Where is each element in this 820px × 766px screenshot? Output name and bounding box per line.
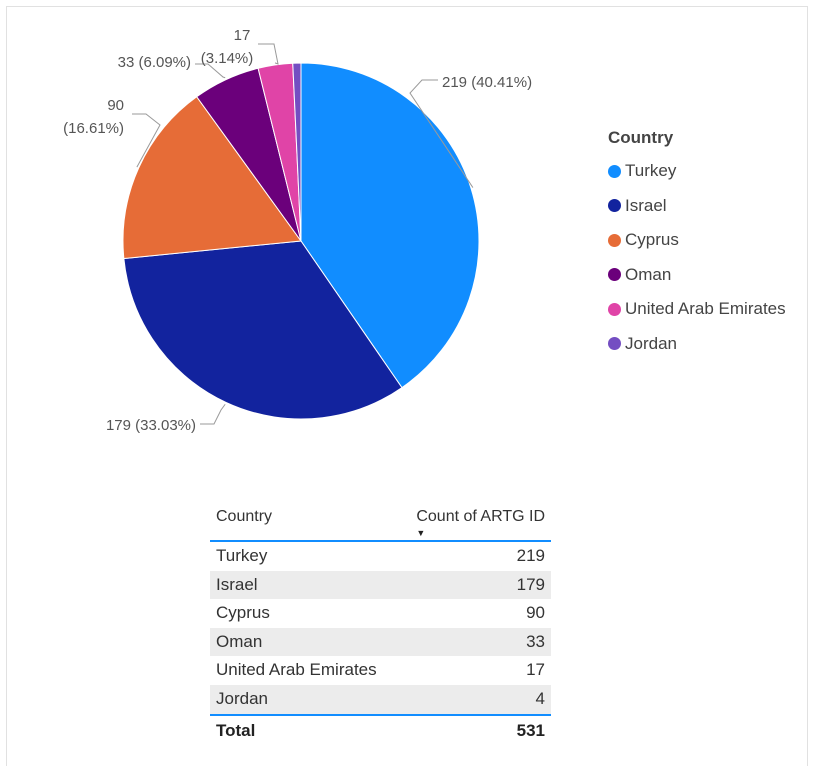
data-table: Country Count of ARTG ID ▼ Turkey 219 Isra… — [210, 505, 551, 746]
legend: Country Turkey Israel Cyprus Oman United Ara… — [608, 128, 786, 361]
data-label: (3.14%) — [201, 50, 254, 67]
legend-swatch-icon — [608, 268, 621, 282]
column-header-count[interactable]: Count of ARTG ID ▼ — [416, 505, 545, 538]
table-cell-count: 219 — [516, 546, 545, 565]
data-label: 90 — [107, 97, 124, 114]
column-header-count-label: Count of ARTG ID — [416, 508, 545, 525]
legend-label: Israel — [625, 195, 667, 215]
table-row[interactable]: Oman 33 — [210, 627, 551, 657]
pie-chart[interactable]: 219 (40.41%) 179 (33.03%) 90 (16.61%) 33 (6.… — [0, 0, 820, 470]
legend-label: Turkey — [625, 161, 677, 181]
table-row[interactable]: United Arab Emirates 17 — [210, 656, 551, 685]
total-label: Total — [216, 720, 256, 740]
table-cell-country: Israel — [216, 574, 258, 594]
pie-slice-turkey[interactable] — [300, 62, 480, 389]
data-label: 219 (40.41%) — [442, 74, 532, 91]
pie-slice-israel[interactable] — [123, 240, 403, 420]
table-row[interactable]: Cyprus 90 — [210, 599, 551, 628]
table-row[interactable]: Turkey 219 — [210, 542, 551, 571]
table-cell-count: 179 — [516, 574, 545, 594]
table-cell-country: Turkey — [216, 546, 268, 565]
table-cell-country: United Arab Emirates — [216, 660, 377, 680]
legend-item[interactable]: Cyprus — [608, 223, 786, 258]
pie-slice-jordan[interactable] — [292, 62, 302, 242]
table-cell-country: Cyprus — [216, 603, 270, 623]
legend-label: Oman — [625, 264, 672, 284]
legend-label: Cyprus — [625, 230, 679, 250]
legend-swatch-icon — [608, 302, 621, 316]
legend-item[interactable]: Oman — [608, 258, 786, 293]
legend-swatch-icon — [608, 199, 621, 213]
table-cell-country: Jordan — [216, 688, 268, 708]
legend-swatch-icon — [608, 337, 621, 351]
table-row[interactable]: Jordan 4 — [210, 684, 551, 714]
table-cell-count: 4 — [535, 688, 545, 708]
sort-descending-icon: ▼ — [416, 528, 426, 538]
leader-line — [200, 403, 226, 425]
data-label: (16.61%) — [63, 120, 124, 137]
column-header-country[interactable]: Country — [216, 508, 273, 525]
leader-line — [132, 113, 161, 168]
leader-line — [409, 79, 474, 188]
table-cell-count: 33 — [526, 631, 545, 651]
data-label: 33 (6.09%) — [118, 54, 191, 71]
table-cell-country: Oman — [216, 631, 263, 651]
table-total-row: Total 531 — [210, 713, 551, 746]
legend-item[interactable]: Turkey — [608, 154, 786, 189]
legend-title: Country — [608, 128, 674, 147]
legend-item[interactable]: Israel — [608, 189, 786, 224]
legend-label: United Arab Emirates — [625, 299, 786, 319]
legend-item[interactable]: United Arab Emirates — [608, 292, 786, 327]
leader-line — [195, 63, 226, 79]
pie-slice-cyprus[interactable] — [122, 96, 302, 260]
data-label: 17 — [234, 27, 251, 44]
data-label: 179 (33.03%) — [106, 417, 196, 434]
table-cell-count: 90 — [526, 603, 545, 623]
table-cell-count: 17 — [526, 660, 545, 680]
leader-line — [258, 43, 279, 65]
visual-frame — [6, 6, 808, 766]
legend-label: Jordan — [625, 333, 677, 353]
legend-swatch-icon — [608, 164, 621, 178]
table-row[interactable]: Israel 179 — [210, 570, 551, 600]
table-header: Country Count of ARTG ID ▼ — [210, 505, 551, 542]
legend-swatch-icon — [608, 233, 621, 247]
total-value: 531 — [516, 720, 545, 740]
legend-item[interactable]: Jordan — [608, 327, 786, 362]
